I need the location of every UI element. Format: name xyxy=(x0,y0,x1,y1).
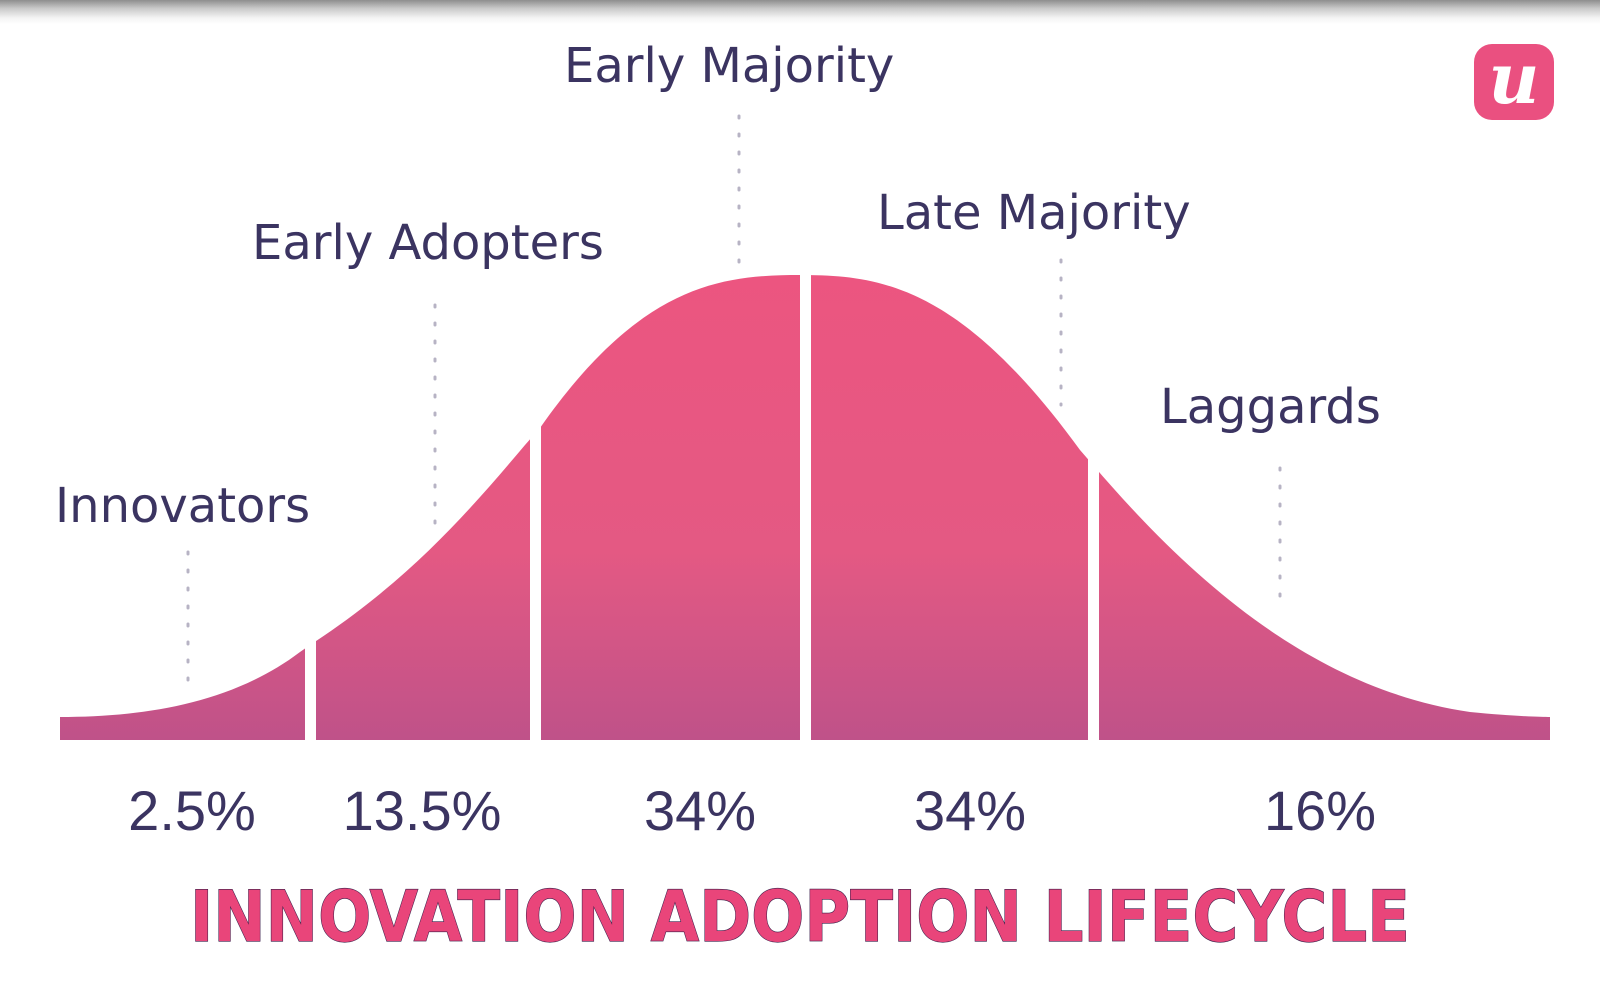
logo-badge xyxy=(1474,44,1554,120)
label-early-majority: Early Majority xyxy=(564,38,894,94)
percent-early-majority: 34% xyxy=(644,779,756,842)
top-edge-shadow xyxy=(0,0,1600,24)
userpilot-logo-icon: u xyxy=(1474,37,1554,120)
percent-late-majority: 34% xyxy=(914,779,1026,842)
percent-early-adopters: 13.5% xyxy=(343,779,502,842)
separator-1 xyxy=(305,600,316,745)
separator-3 xyxy=(800,260,811,745)
separator-2 xyxy=(530,400,541,745)
percent-innovators: 2.5% xyxy=(128,779,256,842)
logo-letter: u xyxy=(1489,37,1540,120)
leader-lines xyxy=(186,114,1282,685)
separator-4 xyxy=(1088,420,1099,745)
label-late-majority: Late Majority xyxy=(877,185,1191,241)
percent-laggards: 16% xyxy=(1264,779,1376,842)
label-laggards: Laggards xyxy=(1160,379,1381,435)
segment-separators xyxy=(305,260,1099,745)
label-innovators: Innovators xyxy=(55,478,310,534)
diagram-title: INNOVATION ADOPTION LIFECYCLE xyxy=(190,876,1410,958)
label-early-adopters: Early Adopters xyxy=(252,215,604,271)
